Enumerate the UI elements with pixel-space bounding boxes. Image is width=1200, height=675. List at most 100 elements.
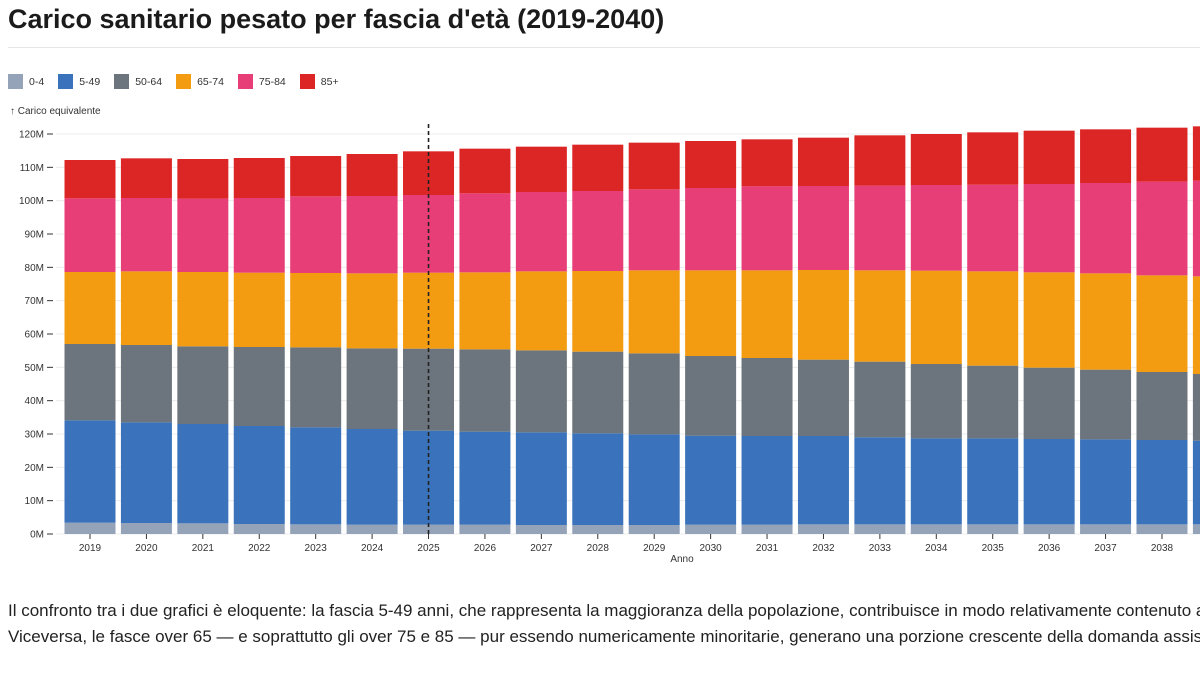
- bar-segment-5-49: [797, 436, 849, 525]
- bar-segment-85+: [1023, 130, 1075, 184]
- bar-segment-0-4: [1192, 524, 1200, 534]
- legend-label: 75-84: [258, 75, 286, 88]
- bar-segment-65-74: [1192, 276, 1200, 374]
- bar-segment-75-84: [64, 198, 116, 272]
- x-tick-label: 2036: [1038, 543, 1061, 554]
- legend-item: 50-64: [114, 74, 162, 89]
- x-tick-label: 2027: [530, 543, 553, 554]
- bar-segment-5-49: [628, 434, 680, 525]
- x-tick-label: 2032: [812, 543, 835, 554]
- bar-segment-50-64: [233, 347, 285, 426]
- bar-segment-85+: [64, 160, 116, 199]
- bar-segment-65-74: [797, 270, 849, 360]
- bar-segment-50-64: [64, 344, 116, 421]
- bar-segment-0-4: [685, 524, 737, 534]
- bar-segment-0-4: [64, 522, 116, 534]
- bar-segment-5-49: [1080, 439, 1132, 525]
- paragraph-line-1: Il confronto tra i due grafici è eloquen…: [8, 601, 1200, 620]
- bar-segment-5-49: [910, 438, 962, 525]
- bar-segment-5-49: [177, 424, 229, 524]
- bar-segment-50-64: [572, 351, 624, 434]
- bar-segment-85+: [177, 159, 229, 199]
- x-tick-label: 2020: [135, 543, 158, 554]
- y-tick-label: 90M: [25, 230, 44, 241]
- bar-segment-85+: [1192, 126, 1200, 181]
- x-tick-label: 2025: [417, 543, 440, 554]
- legend-item: 75-84: [237, 74, 286, 89]
- bar-segment-5-49: [854, 437, 906, 525]
- bar-segment-5-49: [572, 433, 624, 525]
- bar-segment-75-84: [120, 198, 172, 272]
- bar-segment-65-74: [572, 271, 624, 352]
- bar-segment-75-84: [797, 186, 849, 270]
- bar-segment-5-49: [685, 435, 737, 525]
- bar-segment-85+: [290, 156, 342, 197]
- bar-segment-5-49: [967, 438, 1019, 525]
- bar-segment-65-74: [1136, 275, 1188, 372]
- y-tick-label: 70M: [25, 296, 44, 307]
- bar-segment-5-49: [120, 422, 172, 523]
- bar-segment-65-74: [515, 271, 567, 351]
- bar-segment-0-4: [967, 524, 1019, 534]
- bar-segment-0-4: [1023, 524, 1075, 534]
- bar-segment-85+: [572, 144, 624, 191]
- bar-segment-85+: [346, 154, 398, 196]
- legend-label: 50-64: [135, 75, 163, 88]
- bar-segment-5-49: [1023, 439, 1075, 525]
- bar-segment-65-74: [967, 271, 1019, 366]
- bar-segment-50-64: [290, 347, 342, 428]
- bar-segment-75-84: [1192, 180, 1200, 277]
- y-tick-label: 50M: [25, 363, 44, 374]
- legend-label: 5-49: [79, 75, 101, 88]
- bar-segment-5-49: [290, 427, 342, 525]
- x-tick-label: 2023: [305, 543, 328, 554]
- x-tick-label: 2019: [79, 543, 102, 554]
- bar-segment-75-84: [459, 193, 511, 273]
- bar-segment-0-4: [854, 524, 906, 534]
- bar-segment-50-64: [685, 356, 737, 436]
- bar-segment-65-74: [290, 273, 342, 348]
- legend-swatch: [176, 74, 192, 89]
- bar-segment-0-4: [797, 524, 849, 534]
- bar-segment-75-84: [1136, 181, 1188, 276]
- x-tick-label: 2037: [1094, 543, 1117, 554]
- y-axis-title: ↑ Carico equivalente: [10, 106, 101, 117]
- y-tick-label: 10M: [25, 496, 44, 507]
- legend-swatch: [237, 74, 253, 89]
- bar-segment-5-49: [233, 426, 285, 524]
- bar-segment-5-49: [346, 429, 398, 525]
- y-tick-label: 120M: [19, 130, 44, 141]
- x-axis-title: Anno: [670, 554, 694, 565]
- x-tick-label: 2034: [925, 543, 948, 554]
- bar-segment-75-84: [628, 189, 680, 271]
- bar-segment-75-84: [1023, 184, 1075, 273]
- x-tick-label: 2029: [643, 543, 666, 554]
- paragraph-line-2: Viceversa, le fasce over 65 — e soprattu…: [8, 627, 1200, 646]
- title-divider: [8, 47, 1200, 48]
- legend-item: 65-74: [176, 74, 224, 89]
- y-tick-label: 0M: [30, 530, 44, 541]
- bar-segment-85+: [910, 134, 962, 185]
- legend-label: 85+: [320, 75, 339, 88]
- legend-item: 0-4: [8, 74, 44, 89]
- bar-segment-85+: [120, 158, 172, 198]
- bar-segment-65-74: [120, 271, 172, 345]
- bar-segment-0-4: [346, 524, 398, 534]
- bar-segment-5-49: [64, 420, 116, 523]
- chart-title: Carico sanitario pesato per fascia d'età…: [8, 4, 665, 34]
- x-tick-label: 2038: [1151, 543, 1174, 554]
- bar-segment-75-84: [741, 186, 793, 271]
- bar-segment-65-74: [177, 272, 229, 347]
- bar-segment-50-64: [1136, 372, 1188, 440]
- bar-segment-0-4: [1080, 524, 1132, 534]
- y-tick-label: 100M: [19, 196, 44, 207]
- bar-segment-0-4: [628, 525, 680, 534]
- bar-segment-50-64: [120, 345, 172, 423]
- bar-segment-50-64: [741, 358, 793, 436]
- bar-segment-85+: [685, 141, 737, 188]
- bar-segment-75-84: [910, 185, 962, 271]
- y-tick-label: 20M: [25, 463, 44, 474]
- bar-segment-0-4: [120, 523, 172, 534]
- bar-segment-50-64: [515, 350, 567, 433]
- bar-segment-50-64: [628, 353, 680, 435]
